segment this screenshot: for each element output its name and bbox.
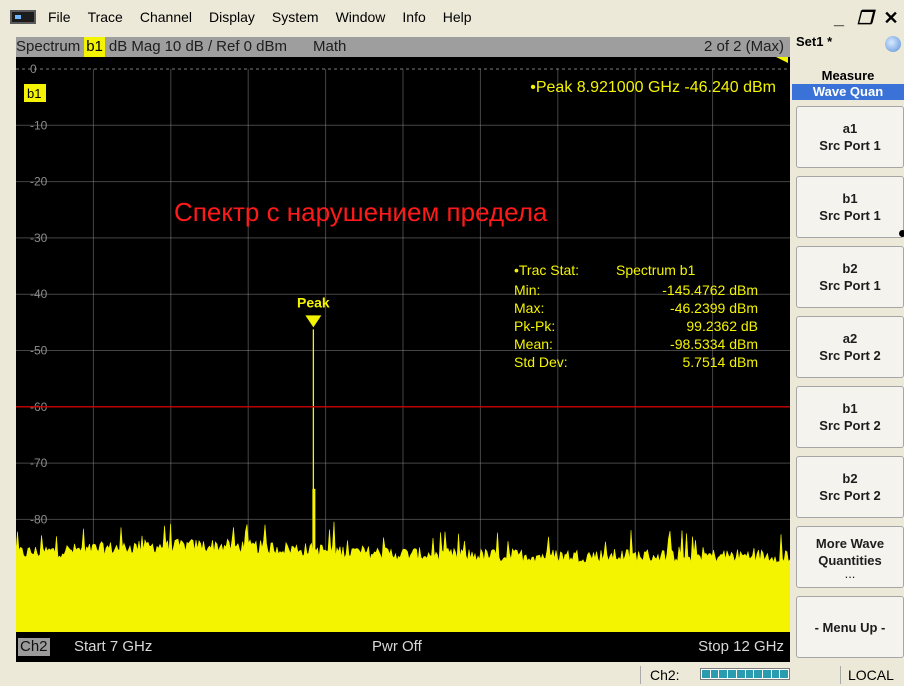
- menu-system[interactable]: System: [271, 9, 319, 25]
- softkey-line2: Src Port 2: [819, 488, 881, 503]
- sweep-progress-meter: [700, 668, 790, 680]
- marker-indicator-icon: [776, 57, 788, 63]
- menu-channel[interactable]: Channel: [139, 9, 192, 25]
- stats-label: Pk-Pk:: [514, 318, 555, 334]
- stats-label: Std Dev:: [514, 354, 568, 370]
- marker-readout: •Peak 8.921000 GHz -46.240 dBm: [530, 79, 776, 96]
- menu-file[interactable]: File: [48, 9, 71, 25]
- channel-bar: Ch2 Start 7 GHz Pwr Off Stop 12 GHz: [16, 632, 790, 662]
- trace-math[interactable]: Math: [313, 38, 347, 55]
- softkey-line1: a2: [842, 331, 858, 346]
- stats-value: -145.4762 dBm: [662, 282, 758, 298]
- trace-reference[interactable]: Ref 0 dBm: [216, 38, 288, 55]
- restore-icon[interactable]: ❒: [856, 8, 874, 28]
- softkey-a1-port1[interactable]: a1 Src Port 1: [796, 106, 904, 168]
- softkey-line2: Src Port 2: [819, 418, 881, 433]
- y-tick-label: -80: [30, 512, 48, 526]
- stats-value: 5.7514 dBm: [683, 354, 759, 370]
- setup-title: Set1 *: [796, 34, 833, 49]
- menu-trace[interactable]: Trace: [87, 9, 123, 25]
- menu-window[interactable]: Window: [335, 9, 386, 25]
- spectrum-trace: [16, 521, 790, 632]
- softkey-b2-port1[interactable]: b2 Src Port 1: [796, 246, 904, 308]
- trace-id-badge[interactable]: b1: [84, 37, 105, 57]
- channel-label[interactable]: Ch2: [18, 638, 50, 656]
- menu-info[interactable]: Info: [402, 9, 426, 25]
- peak-marker-label: Peak: [297, 294, 330, 310]
- softkey-menu-up[interactable]: - Menu Up -: [796, 596, 904, 658]
- y-tick-label: 0: [30, 62, 37, 76]
- trace-scale[interactable]: 10 dB /: [164, 38, 213, 55]
- status-divider: [640, 666, 641, 684]
- softkey-line2: Src Port 1: [819, 138, 881, 153]
- y-tick-label: -20: [30, 175, 48, 189]
- close-icon[interactable]: ✕: [883, 8, 899, 28]
- trace-header: Spectrum b1 dB Mag 10 dB / Ref 0 dBm Math 2 o…: [16, 37, 790, 57]
- spectrum-plot[interactable]: 0 -10 -20 -30 -40 -50 -60 -70 -80 Peak b1 •Peak …: [16, 57, 790, 632]
- softkey-line2: Src Port 1: [819, 278, 881, 293]
- softkey-more-wave-quantities[interactable]: More Wave Quantities ...: [796, 526, 904, 588]
- status-channel: Ch2:: [650, 667, 680, 683]
- y-tick-label: -40: [30, 287, 48, 301]
- trace-count: 2 of 2 (Max): [703, 38, 784, 55]
- softkey-line1: b1: [842, 401, 858, 416]
- trace-label: b1: [27, 86, 41, 101]
- menu-help[interactable]: Help: [442, 9, 472, 25]
- overlay-title: Спектр с нарушением предела: [174, 197, 548, 227]
- stats-value: -98.5334 dBm: [670, 336, 758, 352]
- app-icon[interactable]: [10, 10, 36, 24]
- softkey-b1-port2[interactable]: b1 Src Port 2: [796, 386, 904, 448]
- more-ellipsis: ...: [844, 566, 856, 581]
- status-bar: Ch2: LOCAL: [0, 664, 904, 686]
- softkey-line1: b1: [842, 191, 858, 206]
- trace-label-bg: [24, 84, 46, 102]
- help-globe-icon[interactable]: [885, 36, 901, 52]
- menu-bar: File Trace Channel Display System Window…: [0, 0, 790, 34]
- stats-title-label: •Trac Stat:: [514, 262, 579, 278]
- y-tick-label: -70: [30, 456, 48, 470]
- softkey-line2: Src Port 2: [819, 348, 881, 363]
- softkey-line1: b2: [842, 471, 858, 486]
- softkey-line2: Quantities: [818, 553, 882, 568]
- stats-value: 99.2362 dB: [686, 318, 758, 334]
- window-controls: _ ❒ ✕: [826, 8, 904, 30]
- y-tick-label: -50: [30, 344, 48, 358]
- softkey-panel: Set1 * Measure Wave Quan a1 Src Port 1 b…: [792, 34, 904, 664]
- softkey-line1: More Wave: [815, 536, 885, 551]
- stats-title-value: Spectrum b1: [616, 262, 696, 278]
- trace-name[interactable]: Spectrum: [16, 38, 81, 55]
- selected-dot-icon: [899, 230, 904, 237]
- softkey-b2-port2[interactable]: b2 Src Port 2: [796, 456, 904, 518]
- y-tick-label: -10: [30, 118, 48, 132]
- status-mode: LOCAL: [848, 667, 894, 683]
- peak-marker-icon: [305, 315, 322, 328]
- stats-label: Max:: [514, 300, 544, 316]
- softkey-line1: a1: [842, 121, 858, 136]
- minimize-icon[interactable]: _: [833, 8, 844, 28]
- measure-title: Measure: [821, 68, 875, 83]
- softkey-label: - Menu Up -: [814, 619, 886, 635]
- y-tick-label: -30: [30, 231, 48, 245]
- status-divider: [840, 666, 841, 684]
- softkey-a2-port2[interactable]: a2 Src Port 2: [796, 316, 904, 378]
- softkey-line1: b2: [842, 261, 858, 276]
- stats-label: Mean:: [514, 336, 553, 352]
- power-status[interactable]: Pwr Off: [372, 638, 422, 655]
- measure-subtitle: Wave Quan: [792, 84, 904, 100]
- spectrum-chart[interactable]: 0-10-20-30-40-50-60-70-80 Peak b1 •Peak …: [16, 57, 790, 632]
- trace-format[interactable]: dB Mag: [108, 38, 161, 55]
- menu-display[interactable]: Display: [209, 9, 255, 25]
- start-frequency[interactable]: Start 7 GHz: [74, 638, 153, 655]
- stats-label: Min:: [514, 282, 540, 298]
- softkey-b1-port1[interactable]: b1 Src Port 1: [796, 176, 904, 238]
- softkey-line2: Src Port 1: [819, 208, 881, 223]
- peak-spike-base: [312, 488, 316, 559]
- trace-stats: •Trac Stat: Spectrum b1 Min: -145.4762 d…: [514, 262, 758, 370]
- stop-frequency[interactable]: Stop 12 GHz: [698, 638, 784, 655]
- stats-value: -46.2399 dBm: [670, 300, 758, 316]
